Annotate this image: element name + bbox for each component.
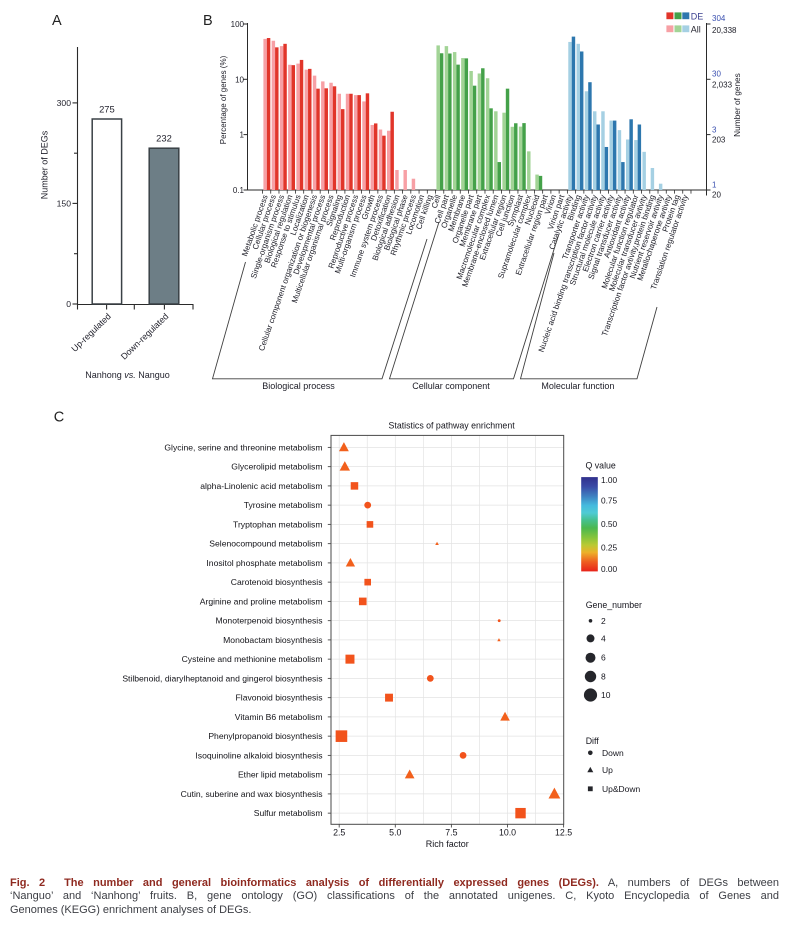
svg-text:Isoquinoline alkaloid biosynth: Isoquinoline alkaloid biosynthesis: [195, 750, 322, 760]
svg-text:Glycerolipid metabolism: Glycerolipid metabolism: [231, 462, 322, 472]
svg-text:Q value: Q value: [586, 461, 616, 471]
svg-text:0: 0: [66, 299, 71, 309]
svg-text:alpha-Linolenic acid metabolis: alpha-Linolenic acid metabolism: [200, 481, 322, 491]
svg-text:Rich factor: Rich factor: [426, 839, 469, 849]
svg-text:Nanhong vs. Nanguo: Nanhong vs. Nanguo: [85, 370, 170, 380]
svg-text:0.75: 0.75: [601, 496, 618, 506]
svg-text:Cutin, suberine and wax biosyn: Cutin, suberine and wax biosynthesis: [181, 789, 323, 799]
svg-text:Up: Up: [602, 765, 613, 775]
svg-text:4: 4: [601, 633, 606, 643]
svg-text:Statistics of pathway enrichme: Statistics of pathway enrichment: [389, 421, 516, 431]
svg-text:2,033: 2,033: [712, 81, 733, 90]
svg-text:DE: DE: [691, 12, 704, 22]
svg-text:0.25: 0.25: [601, 543, 618, 553]
svg-text:1: 1: [712, 180, 717, 189]
svg-text:Selenocompound metabolism: Selenocompound metabolism: [209, 539, 322, 549]
svg-text:Glycine, serine and threonine: Glycine, serine and threonine metabolism: [164, 442, 322, 452]
svg-text:203: 203: [712, 136, 726, 145]
svg-text:Gene_number: Gene_number: [586, 600, 642, 610]
svg-text:Molecular function: Molecular function: [541, 381, 614, 391]
svg-text:30: 30: [712, 70, 721, 79]
svg-text:Monobactam biosynthesis: Monobactam biosynthesis: [223, 635, 322, 645]
svg-text:10.0: 10.0: [499, 828, 516, 838]
svg-text:Sulfur metabolism: Sulfur metabolism: [254, 808, 323, 818]
svg-text:Ether lipid metabolism: Ether lipid metabolism: [238, 770, 323, 780]
svg-text:Down: Down: [602, 748, 624, 758]
svg-text:275: 275: [99, 104, 115, 115]
svg-text:Cellular component: Cellular component: [412, 381, 490, 391]
svg-text:300: 300: [57, 98, 72, 108]
svg-text:12.5: 12.5: [555, 828, 572, 838]
svg-text:304: 304: [712, 14, 726, 23]
svg-text:Tryptophan metabolism: Tryptophan metabolism: [233, 519, 322, 529]
svg-text:Arginine and proline metabolis: Arginine and proline metabolism: [200, 596, 323, 606]
svg-text:100: 100: [231, 20, 245, 29]
svg-text:Flavonoid biosynthesis: Flavonoid biosynthesis: [236, 693, 323, 703]
svg-text:Number of DEGs: Number of DEGs: [40, 130, 50, 199]
svg-text:5.0: 5.0: [389, 828, 401, 838]
svg-text:Up&Down: Up&Down: [602, 784, 641, 794]
svg-text:10: 10: [235, 75, 244, 84]
svg-text:20,338: 20,338: [712, 26, 737, 35]
svg-text:Percentage of genes (%): Percentage of genes (%): [219, 55, 228, 144]
svg-text:B: B: [203, 13, 213, 29]
svg-text:20: 20: [712, 190, 721, 199]
svg-text:2.5: 2.5: [333, 828, 345, 838]
svg-text:3: 3: [712, 126, 717, 135]
svg-text:Tyrosine metabolism: Tyrosine metabolism: [244, 500, 323, 510]
svg-text:10: 10: [601, 690, 611, 700]
svg-text:2: 2: [601, 616, 606, 626]
svg-text:7.5: 7.5: [445, 828, 457, 838]
svg-text:A: A: [52, 13, 62, 29]
svg-text:Stilbenoid, diarylheptanoid an: Stilbenoid, diarylheptanoid and gingerol…: [122, 673, 322, 683]
svg-text:0.50: 0.50: [601, 519, 618, 529]
svg-text:Biological process: Biological process: [262, 381, 335, 391]
svg-text:232: 232: [156, 133, 172, 144]
svg-text:Cell: Cell: [430, 193, 443, 209]
svg-text:Cysteine and methionine metabo: Cysteine and methionine metabolism: [182, 654, 323, 664]
svg-text:Diff: Diff: [586, 736, 600, 746]
svg-text:Vitamin B6 metabolism: Vitamin B6 metabolism: [235, 712, 323, 722]
svg-text:Phenylpropanoid biosynthesis: Phenylpropanoid biosynthesis: [208, 731, 322, 741]
svg-text:0.00: 0.00: [601, 564, 618, 574]
svg-text:Up-regulated: Up-regulated: [69, 311, 113, 354]
svg-text:All: All: [691, 25, 701, 35]
svg-text:Down-regulated: Down-regulated: [119, 311, 171, 361]
svg-text:0.1: 0.1: [233, 186, 245, 195]
svg-text:C: C: [54, 410, 64, 426]
svg-text:6: 6: [601, 653, 606, 663]
svg-text:8: 8: [601, 672, 606, 682]
svg-text:Inositol phosphate metabolism: Inositol phosphate metabolism: [206, 558, 322, 568]
svg-text:Carotenoid biosynthesis: Carotenoid biosynthesis: [231, 577, 323, 587]
svg-text:1: 1: [240, 131, 245, 140]
svg-text:1.00: 1.00: [601, 475, 618, 485]
svg-text:150: 150: [57, 199, 72, 209]
svg-text:Monoterpenoid biosynthesis: Monoterpenoid biosynthesis: [215, 616, 322, 626]
svg-text:Number of genes: Number of genes: [732, 73, 742, 137]
